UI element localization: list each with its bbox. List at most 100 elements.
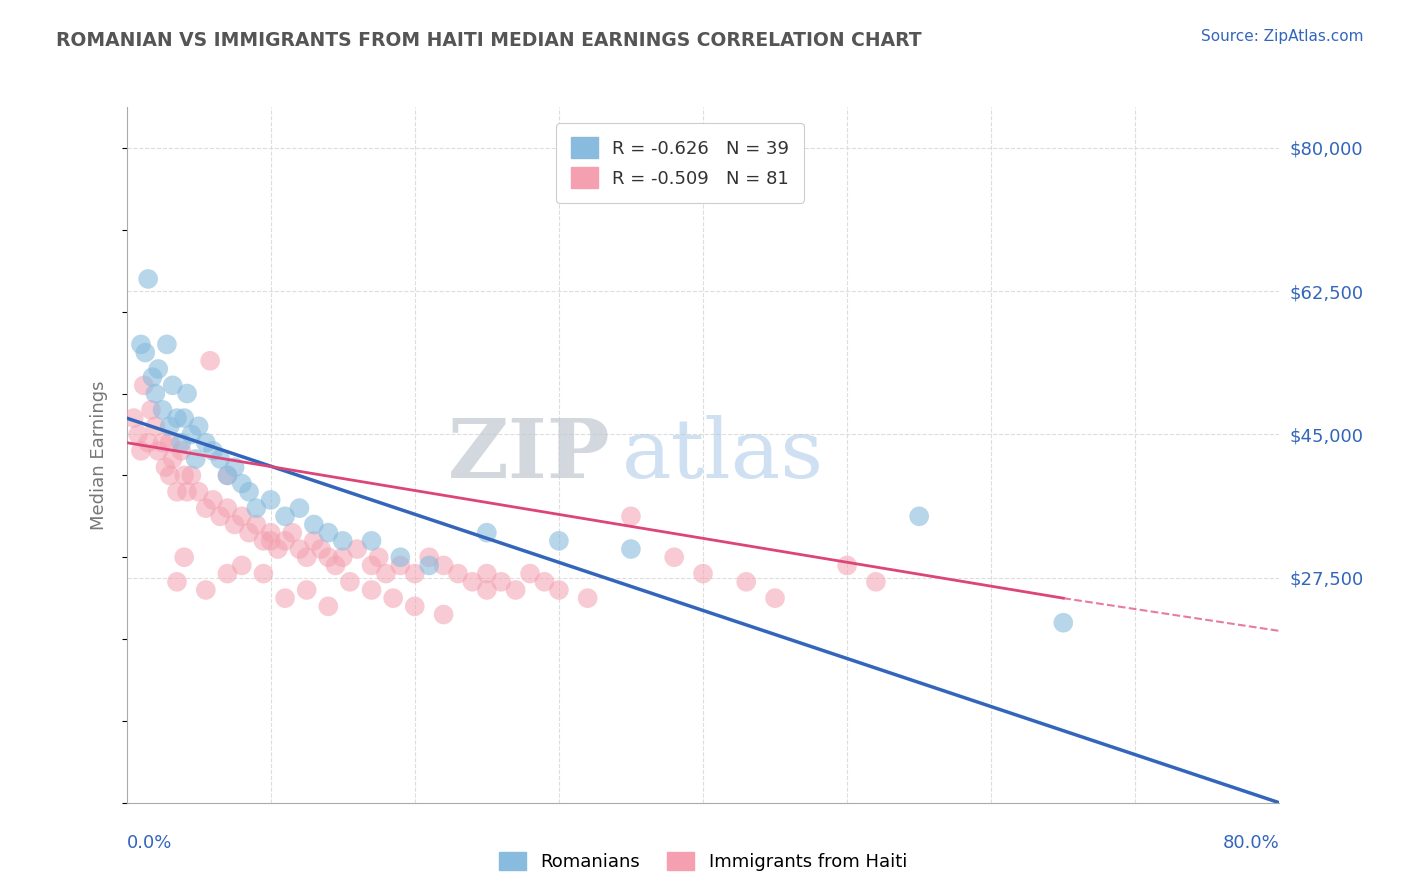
Point [252, 533, 274, 548]
Point [433, 558, 456, 573]
Point [202, 492, 225, 507]
Point [127, 427, 149, 442]
Point [346, 542, 368, 557]
Point [404, 566, 426, 581]
Point [325, 558, 347, 573]
Point [194, 582, 217, 597]
Point [231, 476, 253, 491]
Point [274, 591, 297, 606]
Point [162, 452, 184, 467]
Point [418, 550, 440, 565]
Point [129, 443, 152, 458]
Point [217, 468, 239, 483]
Point [281, 525, 304, 540]
Point [152, 435, 174, 450]
Point [122, 411, 145, 425]
Point [692, 566, 714, 581]
Point [170, 435, 193, 450]
Point [267, 542, 290, 557]
Point [447, 566, 470, 581]
Point [302, 533, 325, 548]
Point [316, 550, 339, 565]
Point [187, 484, 209, 499]
Point [433, 607, 456, 622]
Point [302, 517, 325, 532]
Point [162, 378, 184, 392]
Point [332, 533, 354, 548]
Point [166, 484, 188, 499]
Point [295, 582, 318, 597]
Point [735, 574, 758, 589]
Point [184, 452, 207, 467]
Point [475, 582, 498, 597]
Point [148, 443, 170, 458]
Point [194, 435, 217, 450]
Point [1052, 615, 1074, 630]
Legend: R = -0.626   N = 39, R = -0.509   N = 81: R = -0.626 N = 39, R = -0.509 N = 81 [557, 123, 804, 202]
Point [209, 509, 232, 524]
Point [136, 272, 159, 286]
Point [134, 345, 156, 359]
Point [259, 492, 281, 507]
Point [835, 558, 858, 573]
Point [231, 558, 253, 573]
Point [159, 419, 181, 434]
Point [173, 468, 195, 483]
Point [173, 411, 195, 425]
Point [316, 599, 339, 614]
Point [194, 501, 217, 516]
Point [238, 484, 260, 499]
Text: 0.0%: 0.0% [127, 834, 172, 852]
Point [145, 386, 166, 401]
Point [176, 484, 198, 499]
Point [374, 566, 398, 581]
Point [548, 533, 571, 548]
Point [505, 582, 527, 597]
Point [309, 542, 332, 557]
Point [576, 591, 599, 606]
Point [252, 566, 274, 581]
Point [166, 411, 188, 425]
Y-axis label: Median Earnings: Median Earnings [90, 380, 108, 530]
Point [159, 468, 181, 483]
Text: Source: ZipAtlas.com: Source: ZipAtlas.com [1201, 29, 1364, 44]
Point [620, 542, 643, 557]
Point [129, 337, 152, 351]
Text: atlas: atlas [623, 415, 824, 495]
Point [389, 558, 412, 573]
Point [202, 443, 225, 458]
Point [461, 574, 484, 589]
Point [548, 582, 571, 597]
Legend: Romanians, Immigrants from Haiti: Romanians, Immigrants from Haiti [492, 845, 914, 879]
Point [139, 403, 162, 417]
Point [865, 574, 887, 589]
Point [274, 509, 297, 524]
Point [217, 468, 239, 483]
Point [367, 550, 389, 565]
Point [173, 550, 195, 565]
Point [519, 566, 541, 581]
Point [339, 574, 361, 589]
Point [245, 517, 267, 532]
Point [533, 574, 555, 589]
Point [332, 550, 354, 565]
Point [274, 533, 297, 548]
Point [259, 525, 281, 540]
Point [224, 517, 246, 532]
Point [295, 550, 318, 565]
Point [152, 403, 174, 417]
Point [475, 525, 498, 540]
Point [159, 435, 181, 450]
Point [141, 370, 163, 384]
Point [132, 378, 155, 392]
Point [664, 550, 686, 565]
Point [136, 435, 159, 450]
Text: ZIP: ZIP [449, 415, 610, 495]
Point [170, 443, 193, 458]
Point [404, 599, 426, 614]
Point [288, 542, 311, 557]
Point [217, 501, 239, 516]
Point [238, 525, 260, 540]
Point [245, 501, 267, 516]
Text: ROMANIAN VS IMMIGRANTS FROM HAITI MEDIAN EARNINGS CORRELATION CHART: ROMANIAN VS IMMIGRANTS FROM HAITI MEDIAN… [56, 31, 922, 50]
